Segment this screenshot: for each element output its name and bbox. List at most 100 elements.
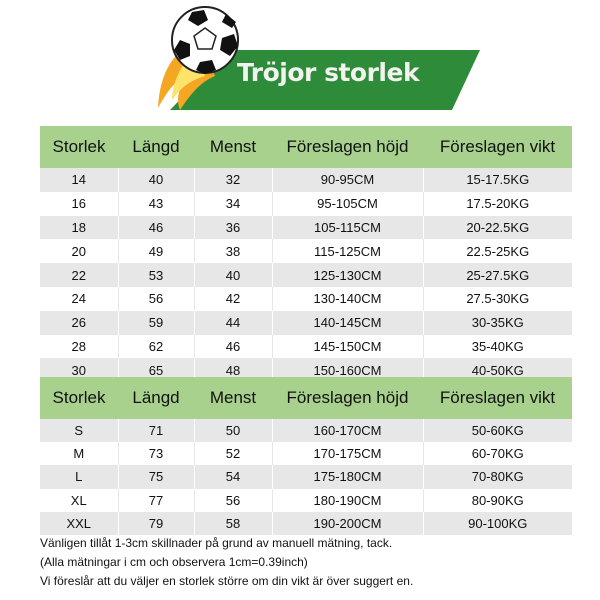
size-table-kids: Storlek Längd Menst Föreslagen höjd Föreslag…	[40, 126, 572, 383]
table-cell: 17.5-20KG	[422, 191, 572, 216]
table-cell: 46	[117, 215, 194, 240]
table-cell: 60-70KG	[422, 442, 572, 466]
table-cell: 70-80KG	[422, 465, 572, 489]
table-cell: 43	[117, 191, 194, 216]
table-cell: 145-150CM	[271, 334, 423, 359]
table-row: L 75 54 175-180CM 70-80KG	[40, 465, 572, 489]
table-cell: 54	[193, 465, 272, 489]
table-cell: 190-200CM	[271, 511, 423, 535]
table-cell: L	[40, 465, 118, 489]
table-cell: 18	[40, 215, 118, 240]
table-cell: XXL	[40, 511, 118, 535]
banner-graphic	[158, 6, 480, 110]
table-cell: 56	[117, 286, 194, 311]
table-cell: 28	[40, 334, 118, 359]
table-cell: 50-60KG	[422, 419, 572, 443]
table-cell: S	[40, 419, 118, 443]
table-row: 18 46 36 105-115CM 20-22.5KG	[40, 215, 572, 240]
table-cell: 15-17.5KG	[422, 168, 572, 192]
table-cell: 22.5-25KG	[422, 239, 572, 264]
table-cell: 170-175CM	[271, 442, 423, 466]
table-cell: 140-145CM	[271, 310, 423, 335]
table-row: M 73 52 170-175CM 60-70KG	[40, 442, 572, 466]
note-line: (Alla mätningar i cm och observera 1cm=0…	[40, 555, 308, 569]
table-cell: 130-140CM	[271, 286, 423, 311]
table-cell: 30-35KG	[422, 310, 572, 335]
table-cell: 80-90KG	[422, 488, 572, 512]
table-cell: 42	[193, 286, 272, 311]
table-cell: 16	[40, 191, 118, 216]
table-cell: 65	[117, 358, 194, 383]
table-cell: 90-100KG	[422, 511, 572, 535]
table-cell: 125-130CM	[271, 263, 423, 287]
table-cell: 52	[193, 442, 272, 466]
table-cell: 56	[193, 488, 272, 512]
table-cell: 95-105CM	[271, 191, 423, 216]
table-cell: 115-125CM	[271, 239, 423, 264]
table-cell: 20	[40, 239, 118, 264]
table-cell: 90-95CM	[271, 168, 423, 192]
table-row: 28 62 46 145-150CM 35-40KG	[40, 334, 572, 359]
table-row: 16 43 34 95-105CM 17.5-20KG	[40, 191, 572, 216]
table-cell: 22	[40, 263, 118, 287]
table-row: 26 59 44 140-145CM 30-35KG	[40, 310, 572, 335]
table-cell: 24	[40, 286, 118, 311]
table-row: 22 53 40 125-130CM 25-27.5KG	[40, 263, 572, 287]
table-cell: 50	[193, 419, 272, 443]
table-cell: 175-180CM	[271, 465, 423, 489]
size-table-adults: Storlek Längd Menst Föreslagen höjd Föreslag…	[40, 377, 572, 535]
table-cell: 27.5-30KG	[422, 286, 572, 311]
table-cell: 75	[117, 465, 194, 489]
table-cell: 26	[40, 310, 118, 335]
table-cell: 25-27.5KG	[422, 263, 572, 287]
table-cell: 53	[117, 263, 194, 287]
column-header: Föreslagen vikt	[423, 377, 572, 419]
table-cell: 105-115CM	[271, 215, 423, 240]
column-header: Storlek	[40, 126, 118, 168]
banner-ribbon	[170, 50, 480, 110]
table-row: XL 77 56 180-190CM 80-90KG	[40, 488, 572, 512]
table-cell: 49	[117, 239, 194, 264]
table-cell: 79	[117, 511, 194, 535]
column-header: Menst	[194, 377, 272, 419]
table-cell: 180-190CM	[271, 488, 423, 512]
column-header: Föreslagen vikt	[423, 126, 572, 168]
note-line: Vänligen tillåt 1-3cm skillnader på grun…	[40, 536, 393, 550]
table-cell: 35-40KG	[422, 334, 572, 359]
table-cell: 32	[193, 168, 272, 192]
table-row: 20 49 38 115-125CM 22.5-25KG	[40, 239, 572, 264]
note-line: Vi föreslår att du väljer en storlek stö…	[40, 574, 414, 588]
table-cell: 150-160CM	[271, 358, 423, 383]
column-header: Längd	[118, 377, 194, 419]
table-cell: 14	[40, 168, 118, 192]
column-header: Föreslagen höjd	[272, 126, 423, 168]
table-cell: 40-50KG	[422, 358, 572, 383]
table-cell: 46	[193, 334, 272, 359]
column-header: Menst	[194, 126, 272, 168]
table-cell: 34	[193, 191, 272, 216]
table-row: 24 56 42 130-140CM 27.5-30KG	[40, 286, 572, 311]
table-row: S 71 50 160-170CM 50-60KG	[40, 419, 572, 443]
column-header: Längd	[118, 126, 194, 168]
table-cell: 30	[40, 358, 118, 383]
table-cell: 48	[193, 358, 272, 383]
table-cell: 77	[117, 488, 194, 512]
table-row: 30 65 48 150-160CM 40-50KG	[40, 358, 572, 383]
table-cell: 40	[117, 168, 194, 192]
table-cell: 38	[193, 239, 272, 264]
table-cell: 160-170CM	[271, 419, 423, 443]
column-header: Storlek	[40, 377, 118, 419]
table-cell: 40	[193, 263, 272, 287]
table-row: 14 40 32 90-95CM 15-17.5KG	[40, 168, 572, 192]
table-cell: 20-22.5KG	[422, 215, 572, 240]
soccer-ball-icon	[171, 6, 239, 74]
notes: Vänligen tillåt 1-3cm skillnader på grun…	[40, 534, 413, 591]
table-cell: 73	[117, 442, 194, 466]
table-cell: M	[40, 442, 118, 466]
table-cell: 36	[193, 215, 272, 240]
table-cell: XL	[40, 488, 118, 512]
page-title: Tröjor storlek	[237, 58, 420, 87]
table-row: XXL 79 58 190-200CM 90-100KG	[40, 511, 572, 535]
table-cell: 62	[117, 334, 194, 359]
table-cell: 71	[117, 419, 194, 443]
